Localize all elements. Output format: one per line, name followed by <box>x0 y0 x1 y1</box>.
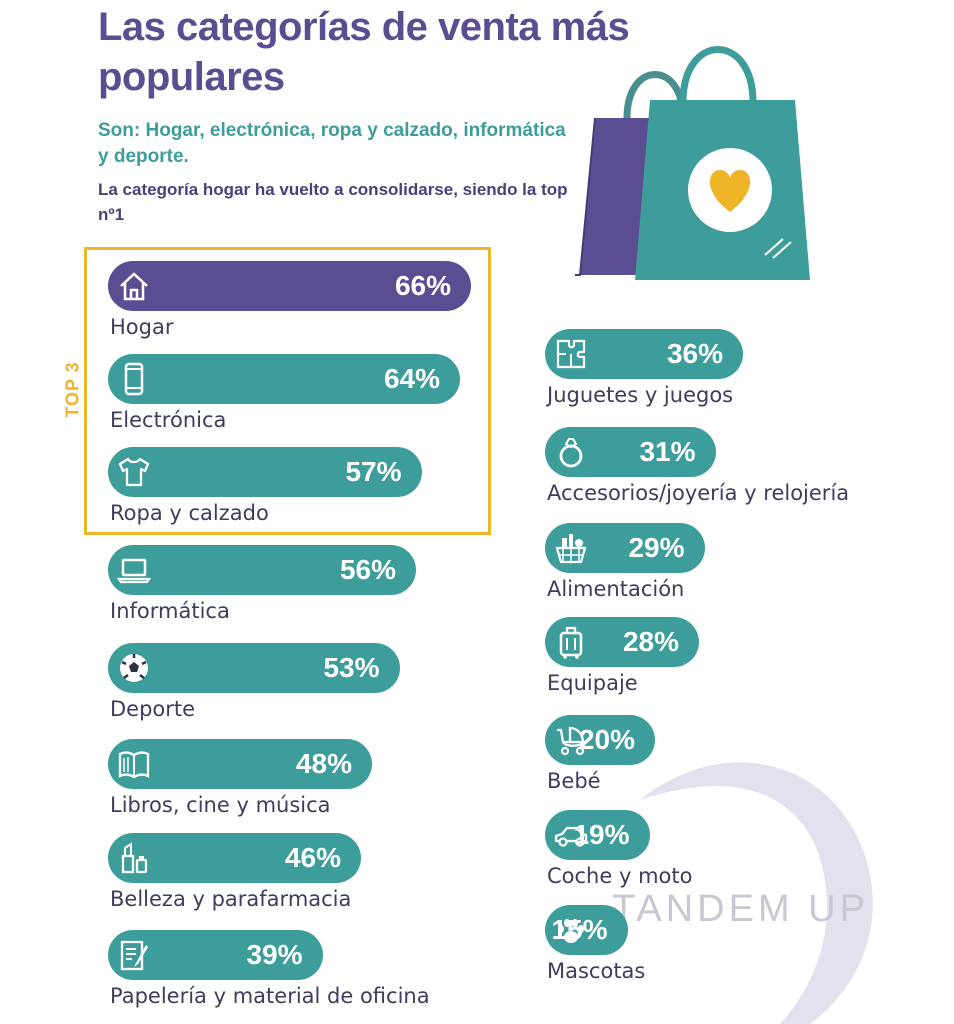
bar-category-label: Mascotas <box>547 959 646 983</box>
bar-category-label: Belleza y parafarmacia <box>110 887 352 911</box>
bar-item-alimentacion: 29% Alimentación <box>545 523 865 613</box>
background-swoosh <box>640 762 873 1024</box>
bar-mascotas: 15% <box>545 905 628 955</box>
bar-value-label: 56% <box>339 554 396 585</box>
bar-belleza-y-parafarmacia: 46% <box>108 833 361 883</box>
bar-category-label: Hogar <box>110 315 174 339</box>
bar-category-label: Informática <box>110 599 230 623</box>
bar-value-label: 53% <box>323 652 380 683</box>
bar-category-label: Libros, cine y música <box>110 793 331 817</box>
tshirt-icon <box>118 457 150 487</box>
bar-value-label: 39% <box>246 939 303 970</box>
bar-category-label: Coche y moto <box>547 864 693 888</box>
bar-item-deporte: 53% Deporte <box>108 643 428 733</box>
bar-item-bebe: 20% Bebé <box>545 715 865 805</box>
bar-informatica: 56% <box>108 545 416 595</box>
smartphone-icon <box>124 362 144 396</box>
paw-icon <box>558 919 584 943</box>
stroller-icon <box>557 726 585 756</box>
bar-category-label: Juguetes y juegos <box>547 383 734 407</box>
bar-value-label: 57% <box>345 456 402 487</box>
bar-category-label: Alimentación <box>547 577 685 601</box>
suitcase-icon <box>559 626 583 659</box>
bar-value-label: 46% <box>284 842 341 873</box>
bar-item-libros-cine-y-musica: 48% Libros, cine y música <box>108 739 428 829</box>
bar-libros-cine-y-musica: 48% <box>108 739 372 789</box>
bar-value-label: 15% <box>551 914 608 945</box>
shopping-bags-icon <box>575 46 810 280</box>
bar-category-label: Ropa y calzado <box>110 501 269 525</box>
bar-item-electronica: 64% Electrónica <box>108 354 460 444</box>
bar-alimentacion: 29% <box>545 523 705 573</box>
ring-icon <box>559 438 583 468</box>
bar-value-label: 28% <box>622 626 679 657</box>
bar-item-informatica: 56% Informática <box>108 545 428 635</box>
bar-ropa-y-calzado: 57% <box>108 447 422 497</box>
bar-item-hogar: 66% Hogar <box>108 261 471 351</box>
bar-accesorios-joyeria-y-relojeria: 31% <box>545 427 716 477</box>
bar-value-label: 19% <box>573 819 630 850</box>
laptop-icon <box>116 558 152 584</box>
document-pencil-icon <box>120 940 148 971</box>
bar-equipaje: 28% <box>545 617 699 667</box>
chart-title: Las categorías de venta más populares <box>98 5 630 99</box>
bar-value-label: 29% <box>628 532 685 563</box>
bar-category-label: Bebé <box>547 769 601 793</box>
bar-electronica: 64% <box>108 354 460 404</box>
bar-juguetes-y-juegos: 36% <box>545 329 743 379</box>
bar-value-label: 20% <box>578 724 635 755</box>
bar-value-label: 64% <box>383 363 440 394</box>
bar-item-ropa-y-calzado: 57% Ropa y calzado <box>108 447 428 537</box>
bar-category-label: Papelería y material de oficina <box>110 984 430 1008</box>
soccer-ball-icon <box>120 654 148 682</box>
bar-category-label: Equipaje <box>547 671 638 695</box>
bar-hogar: 66% <box>108 261 471 311</box>
bar-category-label: Deporte <box>110 697 196 721</box>
book-icon <box>118 751 150 779</box>
bar-value-label: 48% <box>295 748 352 779</box>
bar-item-accesorios-joyeria-y-relojeria: 31% Accesorios/joyería y relojería <box>545 427 865 517</box>
bar-item-equipaje: 28% Equipaje <box>545 617 865 707</box>
bar-deporte: 53% <box>108 643 400 693</box>
bar-item-juguetes-y-juegos: 36% Juguetes y juegos <box>545 329 865 419</box>
bar-bebe: 20% <box>545 715 655 765</box>
bar-category-label: Electrónica <box>110 408 227 432</box>
bar-item-belleza-y-parafarmacia: 46% Belleza y parafarmacia <box>108 833 428 923</box>
top3-label: TOP 3 <box>62 361 83 418</box>
bar-item-coche-y-moto: 19% Coche y moto <box>545 810 865 900</box>
lipstick-icon <box>121 842 148 874</box>
bar-coche-y-moto: 19% <box>545 810 650 860</box>
bar-papeleria-y-material-de-oficina: 39% <box>108 930 323 980</box>
bar-item-papeleria-y-material-de-oficina: 39% Papelería y material de oficina <box>108 930 430 1020</box>
car-icon <box>554 826 588 847</box>
bar-item-mascotas: 15% Mascotas <box>545 905 865 995</box>
bar-value-label: 36% <box>666 338 723 369</box>
puzzle-icon <box>556 339 586 369</box>
grocery-basket-icon <box>555 534 587 564</box>
watermark: TANDEM UP <box>612 888 869 930</box>
chart-note: La categoría hogar ha vuelto a consolida… <box>98 180 568 224</box>
chart-subtitle: Son: Hogar, electrónica, ropa y calzado,… <box>98 120 566 167</box>
bar-value-label: 31% <box>639 436 696 467</box>
bar-value-label: 66% <box>394 270 451 301</box>
bar-category-label: Accesorios/joyería y relojería <box>547 481 850 505</box>
house-icon <box>120 272 148 301</box>
top3-highlight-box <box>84 247 491 535</box>
